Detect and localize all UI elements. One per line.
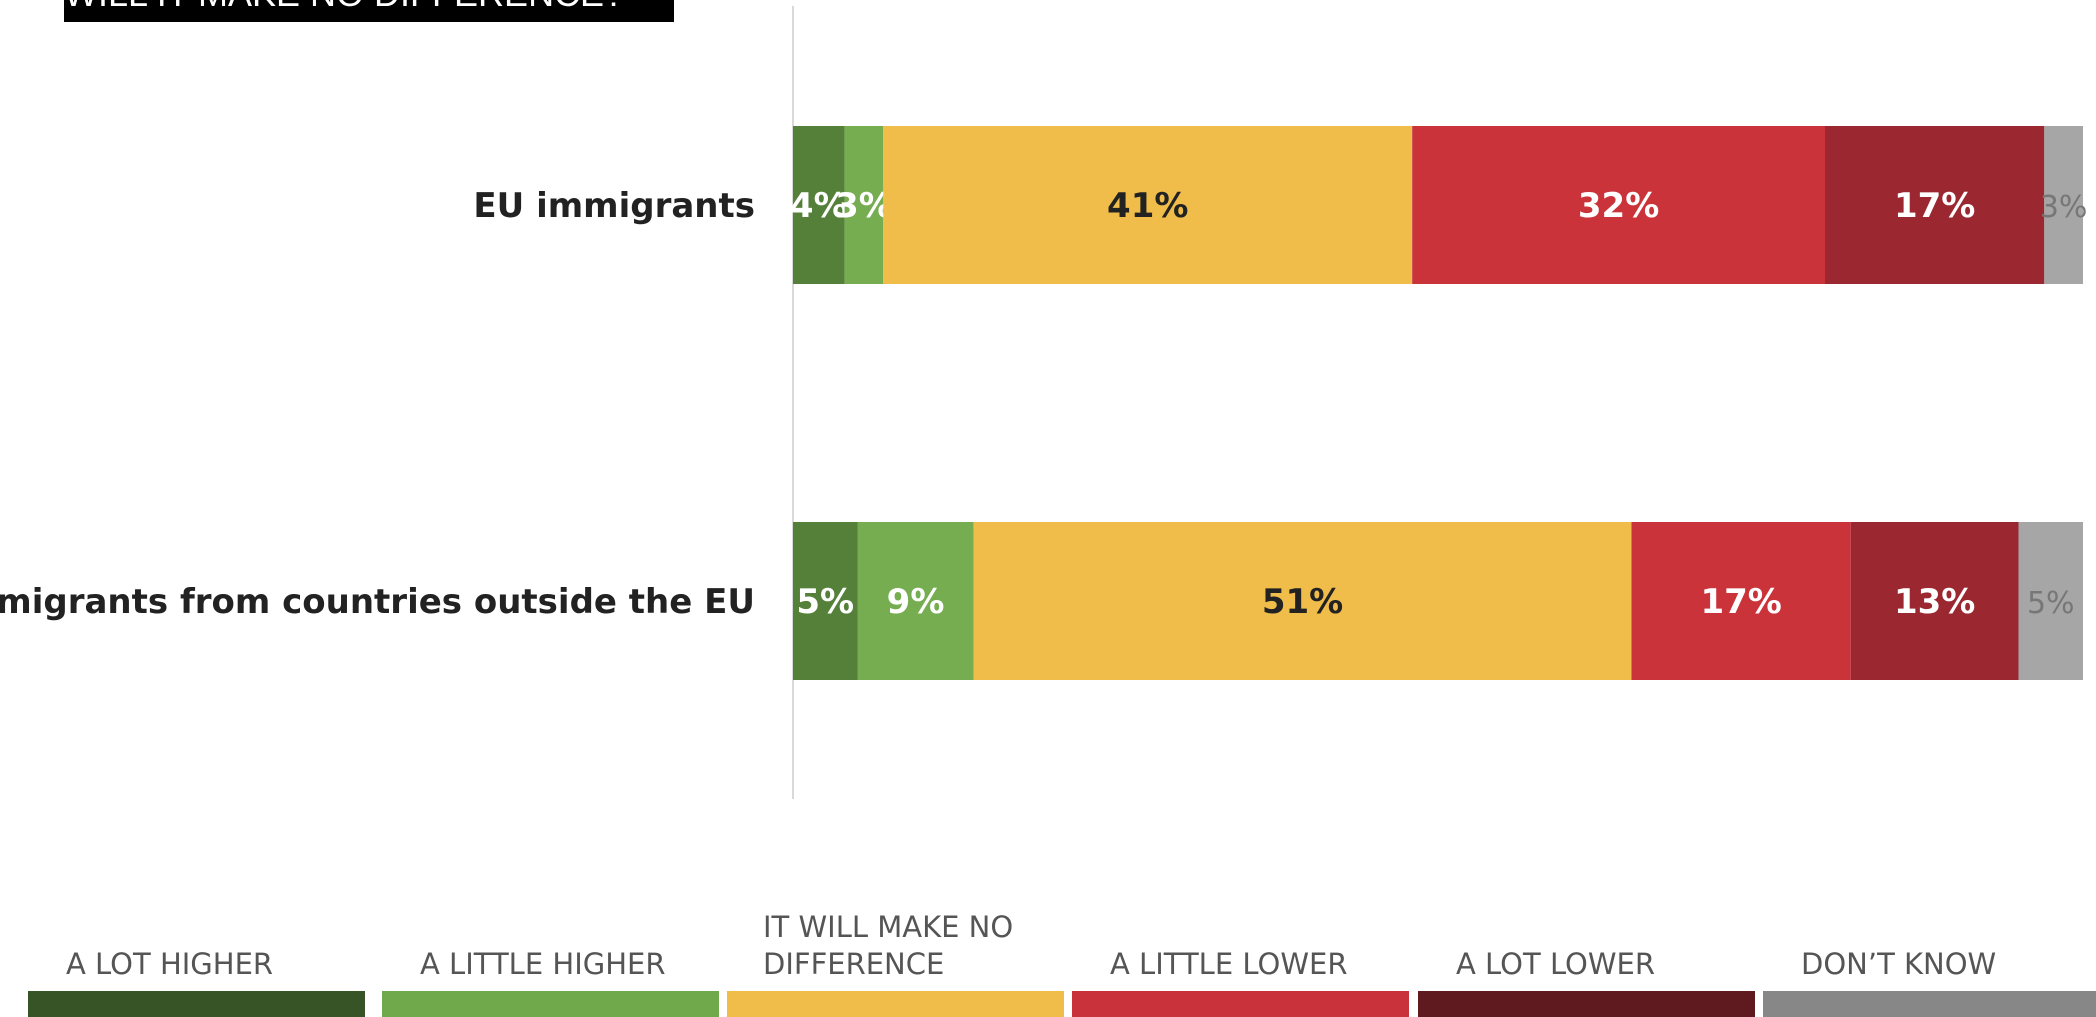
data-label: 9% [887,582,945,622]
data-label: 4% [790,186,848,226]
data-label: 5% [2027,586,2075,621]
bar-segment [793,522,858,680]
legend-item: A LITTLE LOWER [1072,900,1409,1017]
data-label: 5% [796,582,854,622]
legend-swatch [28,991,365,1017]
data-label: 51% [1262,582,1343,622]
bar-segment [844,126,884,284]
bar-segment [1631,522,1851,680]
legend-label: IT WILL MAKE NO DIFFERENCE [763,910,1014,981]
legend-item: IT WILL MAKE NO DIFFERENCE [727,900,1064,1017]
chart-title-text: WILL IT MAKE NO DIFFERENCE? [64,0,674,12]
bar-segment [1850,522,2019,680]
legend-label: A LITTLE HIGHER [420,947,666,981]
data-label: 3% [2040,190,2088,225]
legend-item: A LOT LOWER [1418,900,1755,1017]
category-label: EU immigrants [473,186,755,226]
data-label: 13% [1894,582,1975,622]
legend-swatch [727,991,1064,1017]
bar-segment [793,126,845,284]
legend-item: DON’T KNOW [1763,900,2096,1017]
bar-segment [883,126,1413,284]
bar-segment [1825,126,2045,284]
bar-segment [857,522,974,680]
legend-item: A LITTLE HIGHER [382,900,719,1017]
data-label: 17% [1700,582,1781,622]
data-label: 3% [835,186,893,226]
bar-segment [973,522,1632,680]
bar-segment [2018,522,2083,680]
bar-segment [2044,126,2083,284]
legend-item: A LOT HIGHER [28,900,365,1017]
category-label: Immigrants from countries outside the EU [0,582,755,622]
legend-label: A LOT LOWER [1456,947,1656,981]
legend-swatch [382,991,719,1017]
legend-swatch [1418,991,1755,1017]
legend-swatch [1763,991,2096,1017]
legend-label: A LOT HIGHER [66,947,274,981]
data-label: 41% [1107,186,1188,226]
data-label: 32% [1578,186,1659,226]
legend-label: A LITTLE LOWER [1110,947,1348,981]
legend-label: DON’T KNOW [1801,947,1997,981]
bar-segment [1412,126,1825,284]
chart-title: WILL IT MAKE NO DIFFERENCE? [64,0,674,22]
bars-group: EU immigrants 4%3% 41% 32% 17% 3%Immigrants f… [0,126,2087,680]
stacked-bar-chart: EU immigrants 4%3% 41% 32% 17% 3%Immigrants f… [0,6,2087,799]
data-label: 17% [1894,186,1975,226]
legend-swatch [1072,991,1409,1017]
chart-legend: A LOT HIGHER A LITTLE HIGHER IT WILL MAKE … [0,900,2096,1017]
